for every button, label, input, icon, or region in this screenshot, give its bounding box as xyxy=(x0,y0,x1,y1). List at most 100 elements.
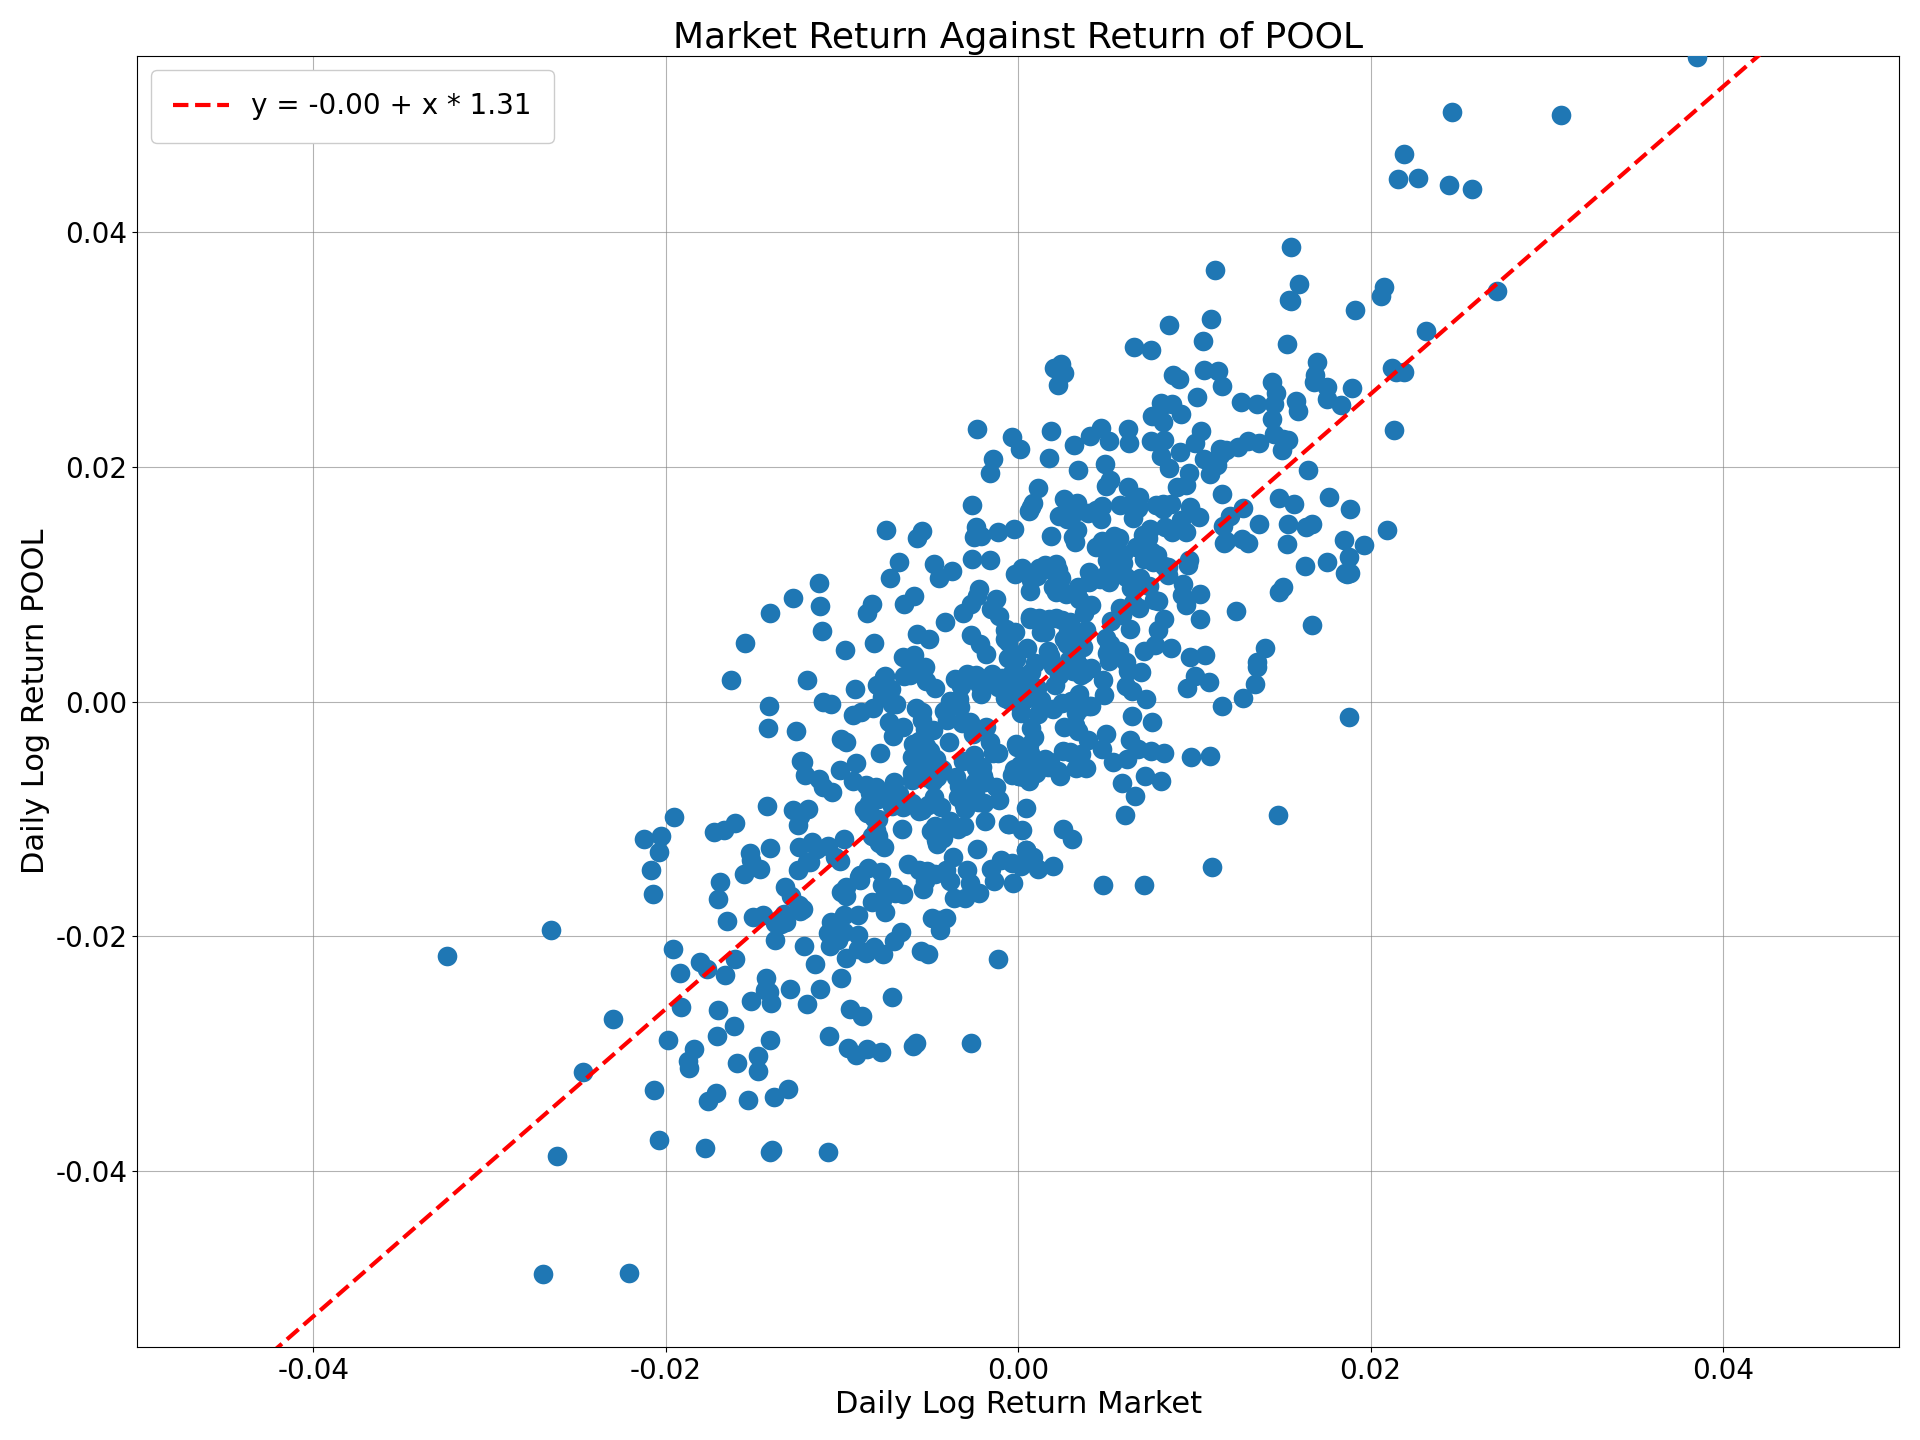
Point xyxy=(897,744,927,768)
Point xyxy=(854,782,885,805)
Point xyxy=(691,958,722,981)
Point xyxy=(1142,619,1173,642)
Point xyxy=(1092,636,1123,660)
Point xyxy=(902,750,933,773)
Point xyxy=(1016,746,1046,769)
Point xyxy=(778,586,808,609)
Point xyxy=(929,611,960,634)
Point xyxy=(996,426,1027,449)
Point xyxy=(885,920,916,943)
Point xyxy=(914,628,945,651)
Point xyxy=(922,766,952,789)
Point xyxy=(993,675,1023,698)
Point xyxy=(970,642,1000,665)
Point xyxy=(1112,475,1142,498)
Point xyxy=(1156,636,1187,660)
Point xyxy=(1188,359,1219,382)
Point xyxy=(776,884,806,907)
Point xyxy=(975,857,1006,880)
Point xyxy=(1098,541,1129,564)
Point xyxy=(991,618,1021,641)
Point xyxy=(983,605,1014,628)
Point xyxy=(1129,547,1160,570)
Point xyxy=(1012,636,1043,660)
Point xyxy=(1068,636,1098,660)
Point xyxy=(1123,497,1154,520)
Point xyxy=(920,863,950,886)
Point xyxy=(1229,497,1260,520)
Point xyxy=(877,876,908,899)
Point xyxy=(1271,333,1302,356)
Point xyxy=(925,919,956,942)
Point xyxy=(1263,580,1294,603)
Point xyxy=(868,942,899,965)
Point xyxy=(897,733,927,756)
Point xyxy=(1091,721,1121,744)
Point xyxy=(935,809,966,832)
Point xyxy=(1148,410,1179,433)
Point xyxy=(962,516,993,539)
Point xyxy=(735,841,766,864)
Point xyxy=(887,818,918,841)
Point xyxy=(956,624,987,647)
Point xyxy=(899,585,929,608)
Point xyxy=(1290,516,1321,539)
Point xyxy=(1185,419,1215,442)
Point xyxy=(1087,737,1117,760)
Point xyxy=(947,749,977,772)
Point xyxy=(1117,706,1148,729)
Point xyxy=(1365,284,1396,307)
Point xyxy=(966,524,996,547)
Point xyxy=(829,884,860,907)
Point xyxy=(837,769,868,792)
Point xyxy=(1263,804,1294,827)
Point xyxy=(906,701,937,724)
Point xyxy=(1244,513,1275,536)
Point xyxy=(705,871,735,894)
Point xyxy=(1212,439,1242,462)
Point xyxy=(897,791,927,814)
Point xyxy=(912,793,943,816)
Point xyxy=(789,763,820,786)
Point xyxy=(904,730,935,753)
Point xyxy=(1087,495,1117,518)
Point xyxy=(1020,762,1050,785)
Point xyxy=(1233,429,1263,452)
Y-axis label: Daily Log Return POOL: Daily Log Return POOL xyxy=(21,528,50,874)
Point xyxy=(778,798,808,821)
Point xyxy=(1114,729,1144,752)
Point xyxy=(1129,523,1160,546)
Point xyxy=(1215,504,1246,527)
Point xyxy=(1075,425,1106,448)
Point xyxy=(900,527,931,550)
Point xyxy=(910,766,941,789)
Point xyxy=(964,791,995,814)
Point xyxy=(824,759,854,782)
Point xyxy=(996,662,1027,685)
Point xyxy=(956,592,987,615)
Point xyxy=(1048,816,1079,840)
Point xyxy=(1091,626,1121,649)
Point xyxy=(1227,527,1258,550)
Point xyxy=(998,517,1029,540)
Point xyxy=(1033,446,1064,469)
Point xyxy=(1129,765,1160,788)
Point xyxy=(1016,569,1046,592)
Point xyxy=(979,870,1010,893)
Point xyxy=(760,912,791,935)
Point xyxy=(1194,671,1225,694)
Point xyxy=(1092,549,1123,572)
Point xyxy=(1000,648,1031,671)
Point xyxy=(1133,526,1164,549)
Point xyxy=(910,870,941,893)
Point xyxy=(1094,429,1125,452)
Point xyxy=(895,664,925,687)
Point xyxy=(1081,536,1112,559)
Point xyxy=(720,948,751,971)
Point xyxy=(1058,433,1089,456)
Point xyxy=(1233,531,1263,554)
Point xyxy=(1029,554,1060,577)
Point xyxy=(866,873,897,896)
Point xyxy=(918,763,948,786)
Point xyxy=(812,1140,843,1164)
